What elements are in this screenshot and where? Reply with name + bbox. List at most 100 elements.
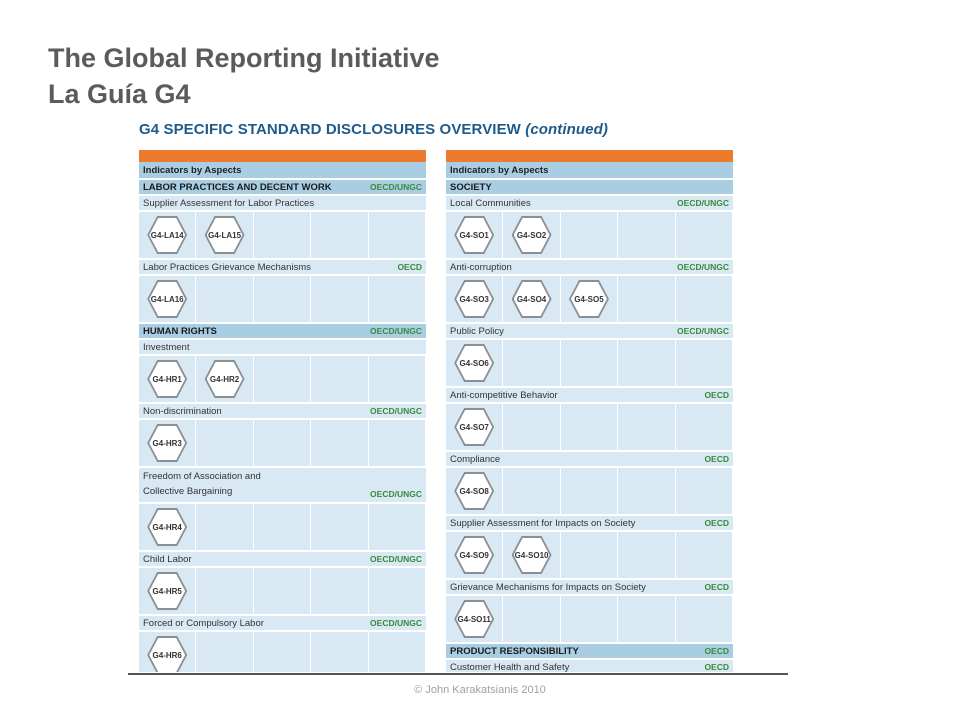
indicator-cell [253, 276, 312, 322]
hexagon-badge: G4-HR3 [147, 424, 188, 462]
hexagon-badge: G4-SO6 [454, 344, 495, 382]
aspect-row: Freedom of Association and Collective Bar… [139, 468, 426, 504]
section-row: PRODUCT RESPONSIBILITY OECD [446, 644, 733, 660]
indicator-cell [503, 596, 561, 642]
indicator-cell [368, 632, 426, 672]
indicator-cell [253, 504, 312, 550]
indicator-cell [675, 532, 733, 578]
aspect-label: Labor Practices Grievance Mechanisms [143, 261, 311, 273]
hexagon-badge: G4-HR1 [147, 360, 188, 398]
hexagon-badge: G4-HR6 [147, 636, 188, 672]
indicator-cell: G4-SO1 [446, 212, 504, 258]
indicator-cell [196, 568, 254, 614]
indicator-code: G4-LA15 [206, 218, 243, 252]
indicator-code: G4-HR5 [149, 574, 186, 608]
aspect-label: Anti-competitive Behavior [450, 389, 558, 401]
indicator-cell [311, 212, 369, 258]
oecd-tag: OECD [397, 262, 422, 272]
indicator-cell [560, 532, 619, 578]
hexagon-badge: G4-SO9 [454, 536, 495, 574]
indicator-row: G4-SO9 G4-SO10 [446, 532, 733, 580]
slide-title-line2: La Guía G4 [48, 79, 191, 109]
bottom-rule [128, 673, 788, 675]
aspect-row: Child Labor OECD/UNGC [139, 552, 426, 568]
indicator-code: G4-LA14 [149, 218, 186, 252]
oecd-tag: OECD [704, 518, 729, 528]
oecd-tag: OECD/UNGC [370, 489, 422, 499]
indicator-cell: G4-SO4 [503, 276, 561, 322]
section-row: HUMAN RIGHTS OECD/UNGC [139, 324, 426, 340]
oecd-tag: OECD [704, 662, 729, 672]
indicator-cell [560, 212, 619, 258]
aspect-label-line2: Collective Bargaining [143, 486, 233, 497]
hexagon-badge: G4-HR2 [204, 360, 245, 398]
footer-copyright: © John Karakatsianis 2010 [414, 684, 546, 696]
orange-bar [139, 150, 426, 162]
indicator-code: G4-SO10 [513, 538, 550, 572]
aspect-row: Forced or Compulsory Labor OECD/UNGC [139, 616, 426, 632]
indicator-cell [253, 212, 312, 258]
indicator-cell: G4-LA14 [139, 212, 197, 258]
orange-bar [446, 150, 733, 162]
aspect-label: Public Policy [450, 325, 504, 337]
panel-header: Indicators by Aspects [446, 162, 733, 180]
indicator-code: G4-SO4 [513, 282, 550, 316]
hexagon-badge: G4-LA15 [204, 216, 245, 254]
oecd-tag: OECD/UNGC [370, 406, 422, 416]
indicator-row: G4-SO6 [446, 340, 733, 388]
indicator-cell [253, 420, 312, 466]
aspect-label-line1: Freedom of Association and [143, 471, 261, 482]
slide-title-line1: The Global Reporting Initiative [48, 43, 440, 73]
indicator-row: G4-SO8 [446, 468, 733, 516]
aspect-label: Investment [143, 341, 190, 353]
indicator-cell [560, 596, 619, 642]
indicator-cell [368, 568, 426, 614]
indicator-cell [618, 340, 676, 386]
aspect-row: Local Communities OECD/UNGC [446, 196, 733, 212]
indicator-cell: G4-HR6 [139, 632, 197, 672]
indicator-row: G4-SO1 G4-SO2 [446, 212, 733, 260]
section-row: SOCIETY [446, 180, 733, 196]
indicator-cell [503, 340, 561, 386]
oecd-tag: OECD/UNGC [370, 554, 422, 564]
section-row: LABOR PRACTICES AND DECENT WORK OECD/UNGC [139, 180, 426, 196]
indicator-cell [618, 276, 676, 322]
indicator-cell [675, 212, 733, 258]
indicator-cell [503, 404, 561, 450]
indicator-row: G4-HR3 [139, 420, 426, 468]
aspect-label: Anti-corruption [450, 261, 512, 273]
hexagon-badge: G4-SO5 [568, 280, 609, 318]
document-heading-suffix: (continued) [525, 121, 608, 138]
indicator-row: G4-HR4 [139, 504, 426, 552]
hexagon-badge: G4-LA14 [147, 216, 188, 254]
indicator-code: G4-SO9 [456, 538, 493, 572]
indicator-cell [368, 504, 426, 550]
aspect-row: Compliance OECD [446, 452, 733, 468]
aspect-label: Grievance Mechanisms for Impacts on Soci… [450, 581, 646, 593]
section-label: SOCIETY [450, 181, 492, 193]
aspect-row: Non-discrimination OECD/UNGC [139, 404, 426, 420]
indicator-code: G4-HR1 [149, 362, 186, 396]
indicator-code: G4-SO3 [456, 282, 493, 316]
right-indicator-panel: Indicators by Aspects SOCIETY Local Commu… [446, 150, 733, 672]
aspect-row: Investment [139, 340, 426, 356]
left-indicator-panel: Indicators by Aspects LABOR PRACTICES AN… [139, 150, 426, 672]
aspect-label: Compliance [450, 453, 501, 465]
aspect-label: Supplier Assessment for Labor Practices [143, 197, 315, 209]
indicator-code: G4-SO5 [570, 282, 607, 316]
panel-header-label: Indicators by Aspects [143, 164, 242, 176]
section-label: HUMAN RIGHTS [143, 325, 217, 337]
aspect-label: Forced or Compulsory Labor [143, 617, 264, 629]
indicator-cell [675, 468, 733, 514]
indicator-row: G4-LA14 G4-LA15 [139, 212, 426, 260]
indicator-cell [253, 356, 312, 402]
hexagon-badge: G4-SO3 [454, 280, 495, 318]
indicator-cell [311, 504, 369, 550]
document-heading-text: G4 SPECIFIC STANDARD DISCLOSURES OVERVIE… [139, 121, 521, 138]
indicator-code: G4-SO6 [456, 346, 493, 380]
hexagon-badge: G4-HR5 [147, 572, 188, 610]
indicator-cell: G4-SO7 [446, 404, 504, 450]
hexagon-badge: G4-SO2 [511, 216, 552, 254]
oecd-tag: OECD/UNGC [677, 326, 729, 336]
indicator-cell [618, 532, 676, 578]
